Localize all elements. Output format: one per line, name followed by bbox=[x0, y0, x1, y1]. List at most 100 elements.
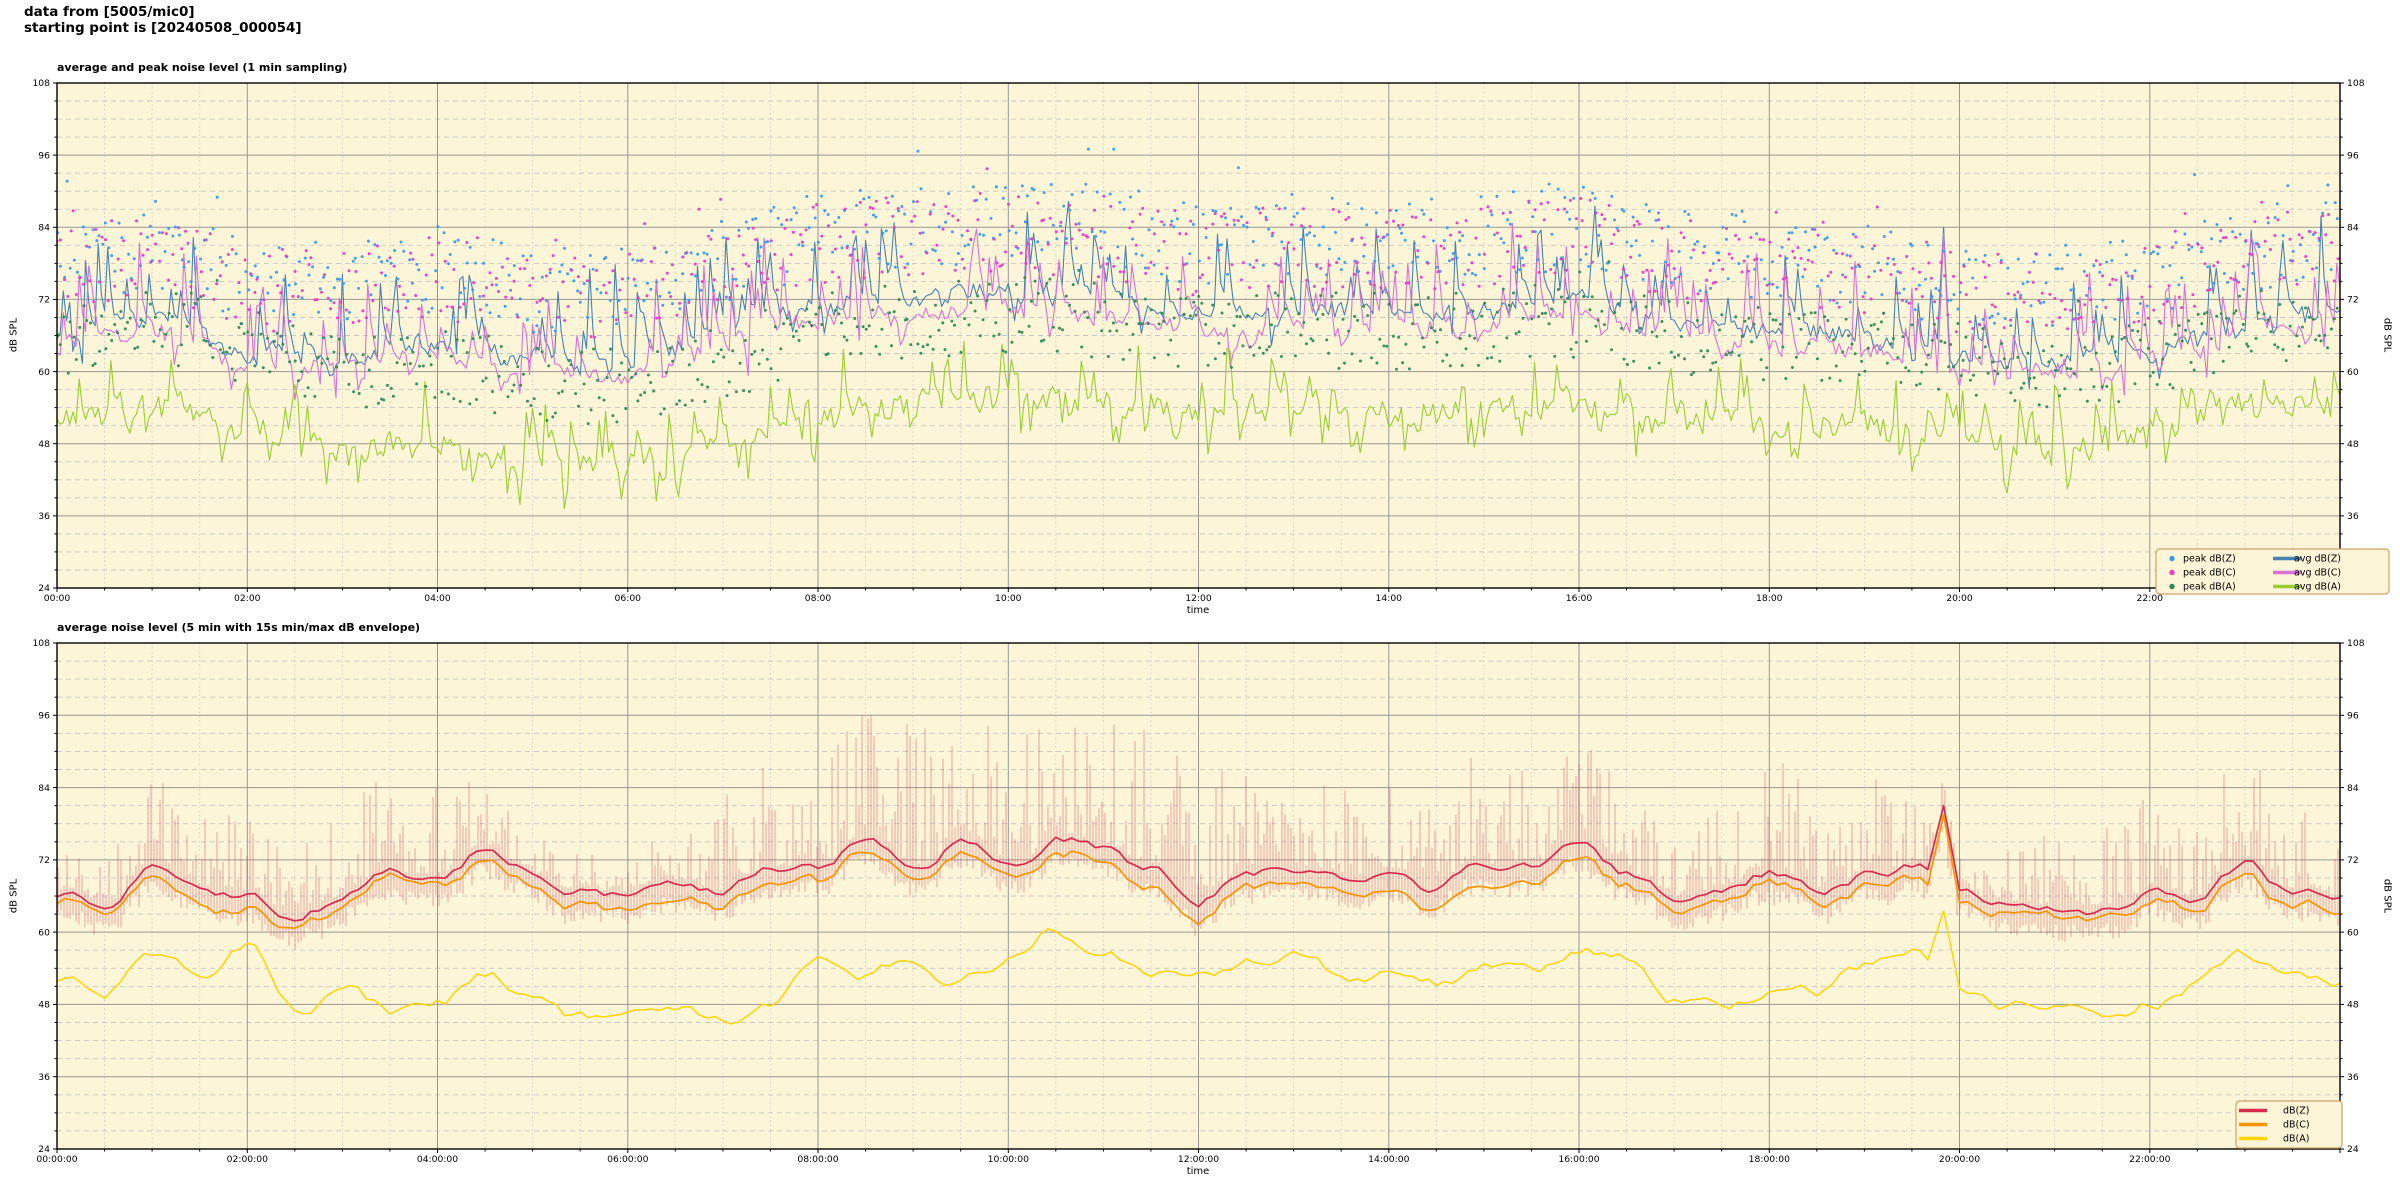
svg-text:36: 36 bbox=[38, 1072, 50, 1083]
svg-text:00:00: 00:00 bbox=[44, 593, 71, 604]
chart1-xaxis-label: time bbox=[1186, 605, 1210, 616]
svg-text:12:00: 12:00 bbox=[1185, 593, 1212, 604]
legend-marker-dot bbox=[2169, 583, 2175, 590]
chart-1: 242436364848606072728484969610810800:000… bbox=[32, 78, 2390, 604]
legend: dB(Z) dB(C) dB(A) bbox=[2235, 1100, 2343, 1149]
svg-text:96: 96 bbox=[38, 711, 50, 722]
svg-text:04:00:00: 04:00:00 bbox=[417, 1154, 458, 1165]
grid-major bbox=[57, 643, 2340, 1149]
svg-text:02:00: 02:00 bbox=[234, 593, 261, 604]
chart2-ylabel-right: dB SPL bbox=[2381, 878, 2393, 914]
svg-text:96: 96 bbox=[2347, 150, 2359, 161]
svg-text:10:00: 10:00 bbox=[995, 593, 1022, 604]
svg-text:72: 72 bbox=[38, 295, 50, 306]
svg-text:02:00:00: 02:00:00 bbox=[227, 1154, 268, 1165]
chart2-xaxis-label: time bbox=[1186, 1166, 1210, 1177]
legend-label: dB(A) bbox=[2283, 1134, 2309, 1145]
svg-text:08:00: 08:00 bbox=[805, 593, 832, 604]
svg-text:14:00:00: 14:00:00 bbox=[1368, 1154, 1409, 1165]
legend-label: avg dB(C) bbox=[2294, 568, 2341, 579]
legend-marker-dot bbox=[2169, 555, 2175, 562]
svg-text:60: 60 bbox=[2347, 927, 2359, 938]
svg-text:84: 84 bbox=[2347, 783, 2359, 794]
legend-label: avg dB(A) bbox=[2294, 582, 2341, 593]
x-axis-labels: 00:00:00 02:00:00 04:00:00 06:00:00 08:00:00… bbox=[36, 1154, 2170, 1165]
svg-text:48: 48 bbox=[2347, 1000, 2359, 1011]
series-db-z bbox=[57, 804, 2340, 922]
svg-text:84: 84 bbox=[38, 783, 50, 794]
svg-text:24: 24 bbox=[38, 1144, 50, 1155]
header-start-line: starting point is [20240508_000054] bbox=[24, 20, 302, 36]
series-db-a bbox=[57, 910, 2340, 1025]
svg-text:36: 36 bbox=[38, 511, 50, 522]
svg-text:96: 96 bbox=[2347, 711, 2359, 722]
x-axis-ticks bbox=[56, 1149, 2341, 1153]
svg-text:36: 36 bbox=[2347, 511, 2359, 522]
y-axis-labels: 24 24 36 36 48 48 60 60 72 72 84 84 96 96 108 108 bbox=[32, 638, 2364, 1155]
y-axis-ticks bbox=[53, 642, 2344, 1150]
svg-text:72: 72 bbox=[2347, 855, 2359, 866]
svg-text:48: 48 bbox=[38, 439, 50, 450]
series-avg-db-c bbox=[57, 223, 2340, 401]
chart-2: 24 24 36 36 48 48 60 60 72 72 84 84 96 96 108 108 00:00:… bbox=[32, 638, 2364, 1165]
svg-text:22:00: 22:00 bbox=[2137, 593, 2164, 604]
svg-text:04:00: 04:00 bbox=[424, 593, 451, 604]
svg-text:18:00: 18:00 bbox=[1756, 593, 1783, 604]
svg-text:84: 84 bbox=[2347, 223, 2359, 234]
svg-text:10:00:00: 10:00:00 bbox=[988, 1154, 1029, 1165]
svg-text:84: 84 bbox=[38, 223, 50, 234]
header-source-line: data from [5005/mic0] bbox=[24, 4, 195, 20]
legend-label: peak dB(C) bbox=[2183, 568, 2236, 579]
svg-text:108: 108 bbox=[2347, 638, 2365, 649]
chart2-title: average noise level (5 min with 15s min/… bbox=[57, 621, 421, 634]
legend-label: avg dB(Z) bbox=[2294, 554, 2341, 565]
legend-label: dB(Z) bbox=[2283, 1106, 2309, 1117]
svg-text:22:00:00: 22:00:00 bbox=[2129, 1154, 2170, 1165]
svg-text:24: 24 bbox=[2347, 1144, 2359, 1155]
svg-text:18:00:00: 18:00:00 bbox=[1749, 1154, 1790, 1165]
svg-text:00:00:00: 00:00:00 bbox=[36, 1154, 77, 1165]
svg-text:16:00: 16:00 bbox=[1566, 593, 1593, 604]
svg-text:06:00:00: 06:00:00 bbox=[607, 1154, 648, 1165]
svg-text:12:00:00: 12:00:00 bbox=[1178, 1154, 1219, 1165]
svg-text:08:00:00: 08:00:00 bbox=[797, 1154, 838, 1165]
svg-text:06:00: 06:00 bbox=[615, 593, 642, 604]
svg-text:48: 48 bbox=[2347, 439, 2359, 450]
series-avg-db-z bbox=[57, 200, 2340, 389]
svg-text:48: 48 bbox=[38, 1000, 50, 1011]
svg-text:36: 36 bbox=[2347, 1072, 2359, 1083]
svg-text:60: 60 bbox=[38, 927, 50, 938]
legend-label: peak dB(Z) bbox=[2183, 554, 2236, 565]
x-axis-ticks bbox=[56, 588, 2341, 592]
legend-label: peak dB(A) bbox=[2183, 582, 2236, 593]
series-db-c bbox=[57, 813, 2340, 929]
chart1-ylabel-right: dB SPL bbox=[2381, 317, 2393, 353]
svg-text:14:00: 14:00 bbox=[1376, 593, 1403, 604]
svg-text:60: 60 bbox=[2347, 367, 2359, 378]
legend-label: dB(C) bbox=[2283, 1120, 2310, 1131]
svg-text:20:00:00: 20:00:00 bbox=[1939, 1154, 1980, 1165]
legend: peak dB(Z) peak dB(C) peak dB(A) avg dB(Z) a… bbox=[2155, 548, 2390, 595]
svg-text:24: 24 bbox=[38, 583, 50, 594]
x-axis-labels: 00:00 02:00 04:00 06:00 08:00 10:00 12:00 14:00… bbox=[44, 593, 2163, 604]
svg-text:108: 108 bbox=[32, 78, 50, 89]
svg-text:108: 108 bbox=[32, 638, 50, 649]
chart2-ylabel-left: dB SPL bbox=[8, 878, 20, 914]
grid-major bbox=[57, 83, 2340, 588]
svg-text:96: 96 bbox=[38, 150, 50, 161]
series-peak-db-a bbox=[57, 260, 2339, 426]
svg-text:20:00: 20:00 bbox=[1946, 593, 1973, 604]
series-peak-db-c bbox=[57, 167, 2340, 339]
svg-text:72: 72 bbox=[38, 855, 50, 866]
y-axis-ticks bbox=[53, 82, 2344, 589]
svg-text:72: 72 bbox=[2347, 295, 2359, 306]
chart1-ylabel-left: dB SPL bbox=[8, 317, 20, 353]
svg-text:60: 60 bbox=[38, 367, 50, 378]
series-avg-db-a bbox=[57, 340, 2340, 510]
svg-text:108: 108 bbox=[2347, 78, 2365, 89]
legend-marker-dot bbox=[2169, 569, 2175, 576]
chart1-title: average and peak noise level (1 min samp… bbox=[57, 61, 348, 74]
